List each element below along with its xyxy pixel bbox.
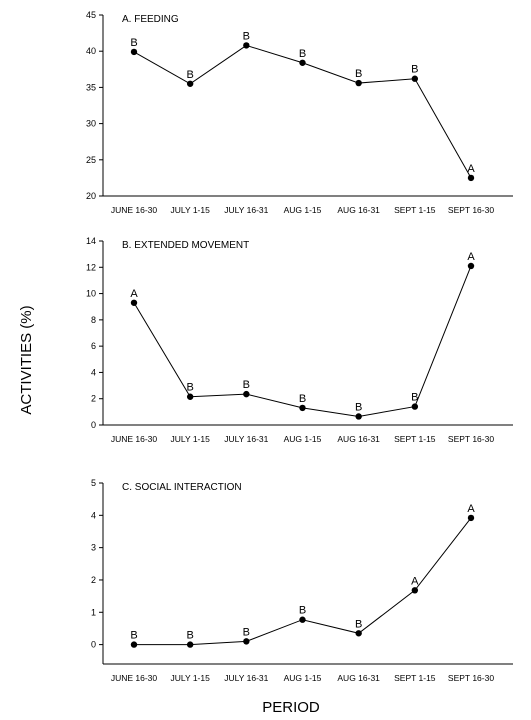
x-category-label: AUG 1-15 bbox=[284, 434, 322, 444]
y-tick-label: 4 bbox=[91, 510, 96, 520]
y-tick-label: 12 bbox=[86, 262, 96, 272]
data-point bbox=[243, 638, 250, 645]
data-point bbox=[186, 641, 194, 648]
x-category-label: SEPT 16-30 bbox=[448, 205, 494, 215]
y-tick-label: 30 bbox=[86, 119, 96, 129]
data-point-label: A bbox=[467, 503, 475, 515]
panel-title: A. FEEDING bbox=[122, 14, 179, 25]
y-tick-label: 4 bbox=[91, 367, 96, 377]
y-tick-label: 35 bbox=[86, 82, 96, 92]
data-point bbox=[186, 80, 194, 87]
y-tick-label: 25 bbox=[86, 155, 96, 165]
series-line bbox=[134, 517, 472, 646]
x-category-label: JULY 1-15 bbox=[170, 434, 210, 444]
data-point bbox=[130, 641, 138, 648]
data-point-label: B bbox=[299, 393, 306, 405]
data-point bbox=[130, 48, 138, 56]
x-category-label: SEPT 16-30 bbox=[448, 434, 494, 444]
y-tick-label: 3 bbox=[91, 543, 96, 553]
x-category-label: JUNE 16-30 bbox=[111, 205, 158, 215]
data-point-label: B bbox=[411, 64, 418, 76]
x-category-label: SEPT 1-15 bbox=[394, 205, 436, 215]
data-point-label: B bbox=[186, 69, 193, 81]
data-point bbox=[130, 299, 138, 306]
x-category-label: AUG 16-31 bbox=[337, 434, 380, 444]
y-tick-label: 10 bbox=[86, 289, 96, 299]
x-category-label: JULY 1-15 bbox=[170, 673, 210, 683]
shared-x-axis-label: PERIOD bbox=[262, 699, 320, 716]
data-point bbox=[411, 403, 419, 410]
x-category-label: SEPT 16-30 bbox=[448, 673, 494, 683]
shared-y-axis-label: ACTIVITIES (%) bbox=[18, 305, 35, 414]
data-point-label: B bbox=[243, 379, 250, 391]
chart-panel-2: 0 1 2 3 4 5 JUNE 16-30 JULY 1-15 JULY 16-31 AUG 1… bbox=[91, 478, 513, 683]
data-point bbox=[355, 79, 362, 87]
x-category-label: JUNE 16-30 bbox=[111, 434, 158, 444]
data-point-label: B bbox=[130, 37, 137, 49]
panel-title: C. SOCIAL INTERACTION bbox=[122, 482, 242, 493]
data-point-label: B bbox=[243, 30, 250, 42]
y-tick-label: 1 bbox=[91, 607, 96, 617]
data-point-label: B bbox=[355, 618, 362, 630]
y-tick-label: 0 bbox=[91, 640, 96, 650]
data-point bbox=[299, 616, 306, 623]
data-point bbox=[467, 174, 475, 182]
x-category-label: JULY 16-31 bbox=[224, 205, 268, 215]
y-tick-label: 45 bbox=[86, 10, 96, 20]
data-point bbox=[186, 393, 194, 400]
y-tick-label: 6 bbox=[91, 341, 96, 351]
y-tick-label: 8 bbox=[91, 315, 96, 325]
x-category-label: AUG 1-15 bbox=[284, 205, 322, 215]
data-point-label: A bbox=[467, 163, 475, 175]
y-tick-label: 20 bbox=[86, 191, 96, 201]
data-point-label: B bbox=[355, 401, 362, 413]
chart-panel-1: 0 2 4 6 8 10 12 14 JUNE 16-30 JULY 1-15 JULY 16-31… bbox=[86, 236, 513, 444]
data-point bbox=[467, 514, 475, 522]
panel-title: B. EXTENDED MOVEMENT bbox=[122, 240, 249, 251]
data-point-label: B bbox=[186, 630, 193, 642]
data-point bbox=[355, 413, 362, 420]
x-category-label: AUG 1-15 bbox=[284, 673, 322, 683]
x-category-label: SEPT 1-15 bbox=[394, 673, 436, 683]
data-point bbox=[411, 587, 419, 594]
data-point-label: B bbox=[130, 630, 137, 642]
data-point bbox=[299, 59, 306, 66]
data-point-label: B bbox=[243, 626, 250, 638]
y-tick-label: 5 bbox=[91, 478, 96, 488]
x-category-label: SEPT 1-15 bbox=[394, 434, 436, 444]
x-category-label: JULY 1-15 bbox=[170, 205, 210, 215]
y-tick-label: 0 bbox=[91, 420, 96, 430]
data-point bbox=[243, 390, 250, 398]
chart-panel-0: 20 25 30 35 40 45 JUNE 16-30 JULY 1-15 JULY 16-3… bbox=[86, 10, 513, 215]
data-point-label: B bbox=[411, 392, 418, 404]
data-point-label: B bbox=[299, 48, 306, 60]
data-point bbox=[355, 630, 362, 637]
data-point bbox=[467, 262, 475, 270]
data-point bbox=[243, 42, 250, 49]
x-category-label: AUG 16-31 bbox=[337, 673, 380, 683]
data-point-label: B bbox=[186, 382, 193, 394]
data-point-label: A bbox=[467, 251, 475, 263]
data-point-label: B bbox=[299, 605, 306, 617]
y-tick-label: 2 bbox=[91, 394, 96, 404]
data-point-label: A bbox=[130, 288, 138, 300]
x-category-label: JULY 16-31 bbox=[224, 673, 268, 683]
y-tick-label: 14 bbox=[86, 236, 96, 246]
data-point-label: B bbox=[355, 68, 362, 80]
x-category-label: AUG 16-31 bbox=[337, 205, 380, 215]
y-tick-label: 2 bbox=[91, 575, 96, 585]
x-category-label: JUNE 16-30 bbox=[111, 673, 158, 683]
y-tick-label: 40 bbox=[86, 46, 96, 56]
x-category-label: JULY 16-31 bbox=[224, 434, 268, 444]
data-point-label: A bbox=[411, 575, 419, 587]
data-point bbox=[411, 75, 419, 82]
data-point bbox=[299, 404, 306, 412]
